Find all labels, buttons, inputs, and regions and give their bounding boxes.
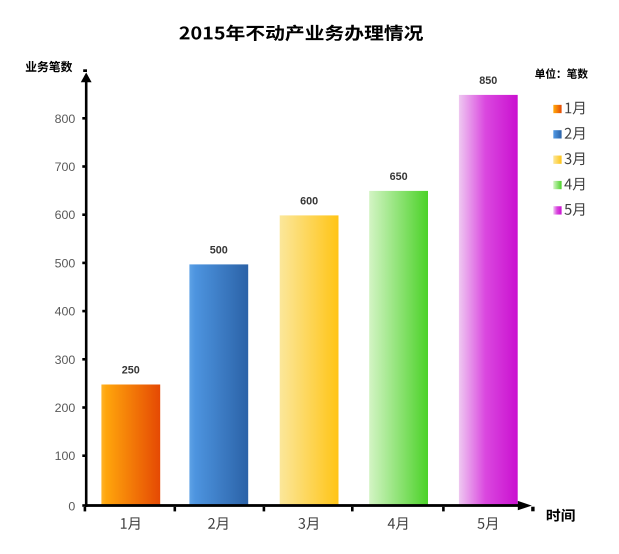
- svg-text:850: 850: [479, 75, 497, 87]
- svg-text:600: 600: [300, 196, 318, 208]
- svg-text:250: 250: [122, 365, 140, 377]
- svg-text:600: 600: [55, 208, 76, 222]
- svg-text:300: 300: [55, 353, 76, 367]
- svg-text:0: 0: [68, 499, 75, 513]
- svg-text:100: 100: [55, 449, 76, 463]
- svg-text:700: 700: [55, 160, 76, 174]
- svg-text:500: 500: [55, 256, 76, 270]
- svg-text:800: 800: [55, 112, 76, 126]
- svg-text:400: 400: [55, 305, 76, 319]
- svg-text:650: 650: [390, 171, 408, 183]
- svg-text:500: 500: [210, 245, 228, 257]
- svg-text:200: 200: [55, 401, 76, 415]
